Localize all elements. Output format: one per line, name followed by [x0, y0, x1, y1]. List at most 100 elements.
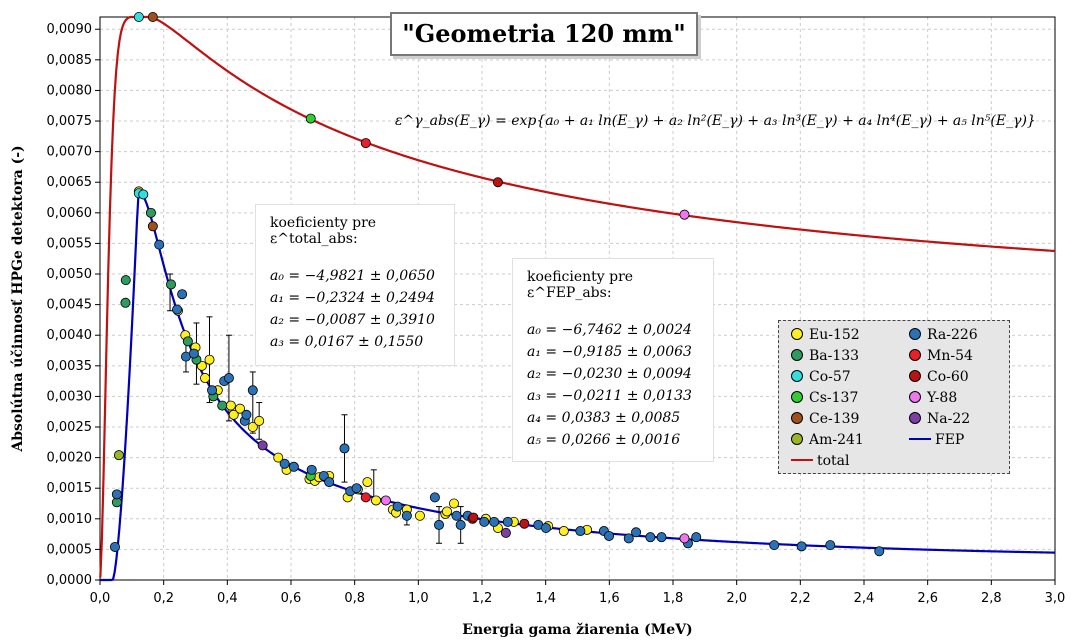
point-ba-133	[182, 336, 193, 347]
legend-label: total	[817, 453, 850, 469]
y-tick-label: 0,0010	[47, 512, 93, 527]
point-eu-152	[362, 477, 373, 488]
y-axis-title: Absolútna účinnosť HPGe detektora (-)	[10, 145, 26, 452]
x-tick-label: 1,8	[663, 591, 684, 606]
point-eu-152	[200, 373, 211, 384]
legend-item-eu-152: Eu-152	[791, 327, 860, 343]
legend-marker	[909, 412, 921, 424]
legend-item-ra-226: Ra-226	[909, 327, 978, 343]
point-y-88	[380, 495, 391, 506]
point-ra-226	[769, 540, 780, 551]
x-tick-label: 0,8	[344, 591, 365, 606]
point-ba-133	[165, 279, 176, 290]
point-ra-226	[575, 526, 586, 537]
total-curve	[99, 15, 1056, 578]
point-co-57	[138, 189, 149, 200]
x-tick-label: 0,4	[217, 591, 238, 606]
total-marker	[147, 11, 158, 22]
legend-label: Cs-137	[809, 390, 859, 406]
total-marker	[133, 11, 144, 22]
legend-marker	[909, 349, 921, 361]
legend-line	[791, 459, 813, 461]
coef-fep-a4: a₄ = 0,0383 ± 0,0085	[527, 410, 681, 426]
x-tick-label: 2,4	[854, 591, 875, 606]
x-tick-label: 1,4	[535, 591, 556, 606]
y-tick-label: 0,0075	[47, 114, 93, 129]
y-tick-label: 0,0060	[47, 206, 93, 221]
point-ra-226	[874, 546, 885, 557]
point-ra-226	[351, 483, 362, 494]
point-ra-226	[604, 530, 615, 541]
coef-total-a0: a₀ = −4,9821 ± 0,0650	[270, 268, 435, 284]
point-ra-226	[306, 464, 317, 475]
legend-marker	[791, 412, 803, 424]
legend-marker	[909, 391, 921, 403]
x-tick-label: 0,2	[153, 591, 174, 606]
y-tick-label: 0,0020	[47, 451, 93, 466]
legend-item-am-241: Am-241	[791, 432, 864, 448]
y-tick-label: 0,0070	[47, 145, 93, 160]
point-mn-54	[360, 492, 371, 503]
point-na-22	[257, 440, 268, 451]
point-ra-226	[324, 477, 335, 488]
coef-total-heading: koeficienty pre ε^total_abs:	[270, 215, 377, 247]
legend-item-mn-54: Mn-54	[909, 348, 973, 364]
point-eu-152	[235, 403, 246, 414]
coef-fep-a2: a₂ = −0,0230 ± 0,0094	[527, 366, 692, 382]
point-ra-226	[247, 385, 258, 396]
point-ra-226	[691, 532, 702, 543]
legend-item-ba-133: Ba-133	[791, 348, 859, 364]
point-ra-226	[434, 519, 445, 530]
point-ra-226	[207, 385, 218, 396]
y-tick-label: 0,0030	[47, 389, 93, 404]
legend-marker	[791, 349, 803, 361]
legend-item-y-88: Y-88	[909, 390, 957, 406]
total-marker	[492, 177, 503, 188]
point-ba-133	[145, 207, 156, 218]
point-ba-133	[120, 297, 131, 308]
legend-label: Ra-226	[927, 327, 978, 343]
coef-total-a3: a₃ = 0,0167 ± 0,1550	[270, 334, 424, 350]
coef-fep-a0: a₀ = −6,7462 ± 0,0024	[527, 322, 692, 338]
x-tick-label: 0,0	[90, 591, 111, 606]
point-y-88	[679, 533, 690, 544]
coef-total-a1: a₁ = −0,2324 ± 0,2494	[270, 290, 435, 306]
x-axis-title: Energia gama žiarenia (MeV)	[462, 622, 692, 638]
coef-fep-box: koeficienty pre ε^FEP_abs: a₀ = −6,7462 …	[512, 258, 714, 462]
legend-item-total: total	[791, 453, 850, 469]
point-ra-226	[479, 516, 490, 527]
point-ra-226	[502, 516, 513, 527]
coef-fep-a5: a₅ = 0,0266 ± 0,0016	[527, 432, 681, 448]
point-eu-152	[414, 510, 425, 521]
point-eu-152	[441, 506, 452, 517]
legend-label: Ce-139	[809, 411, 860, 427]
point-ra-226	[645, 532, 656, 543]
chart-title: "Geometria 120 mm"	[390, 12, 698, 56]
point-eu-152	[273, 452, 284, 463]
coef-fep-heading: koeficienty pre ε^FEP_abs:	[527, 269, 634, 301]
point-ra-226	[177, 289, 188, 300]
coef-fep-a1: a₁ = −0,9185 ± 0,0063	[527, 344, 692, 360]
legend-label: Ba-133	[809, 348, 860, 364]
legend-label: Am-241	[809, 432, 864, 448]
point-ra-226	[429, 492, 440, 503]
legend-line	[909, 438, 931, 440]
total-marker	[679, 209, 690, 220]
point-ba-133	[120, 275, 131, 286]
y-tick-label: 0,0080	[47, 83, 93, 98]
y-tick-label: 0,0005	[47, 542, 93, 557]
point-ra-226	[154, 239, 165, 250]
point-ra-226	[455, 519, 466, 530]
legend-item-co-57: Co-57	[791, 369, 851, 385]
legend-label: Na-22	[927, 411, 971, 427]
x-tick-label: 2,0	[726, 591, 747, 606]
legend-item-ce-139: Ce-139	[791, 411, 859, 427]
x-tick-label: 2,6	[917, 591, 938, 606]
efficiency-formula: ε^γ_abs(E_γ) = exp{a₀ + a₁ ln(E_γ) + a₂ …	[395, 113, 1036, 129]
coef-total-box: koeficienty pre ε^total_abs: a₀ = −4,982…	[255, 204, 455, 366]
legend-item-fep: FEP	[909, 432, 964, 448]
point-ra-226	[288, 461, 299, 472]
y-tick-label: 0,0040	[47, 328, 93, 343]
point-ra-226	[540, 522, 551, 533]
